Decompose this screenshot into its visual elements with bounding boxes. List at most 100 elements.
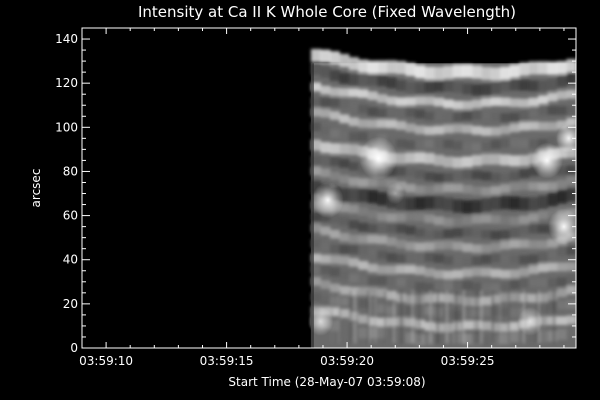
intensity-band <box>547 209 558 218</box>
intensity-band <box>471 84 482 96</box>
striation <box>508 290 510 344</box>
intensity-band <box>310 180 321 194</box>
intensity-band <box>557 147 568 159</box>
intensity-band <box>386 253 397 262</box>
intensity-band <box>509 79 520 91</box>
intensity-band <box>462 111 473 121</box>
intensity-band <box>566 72 576 84</box>
striation <box>354 290 356 344</box>
intensity-band <box>367 287 378 296</box>
bright-feature <box>385 182 405 205</box>
intensity-band <box>367 301 378 311</box>
intensity-band <box>557 247 568 257</box>
intensity-band <box>320 265 331 275</box>
intensity-band <box>481 111 492 121</box>
intensity-band <box>424 214 435 224</box>
intensity-band <box>547 78 558 90</box>
intensity-band <box>358 245 369 255</box>
intensity-band <box>471 186 482 196</box>
striation <box>480 290 483 344</box>
intensity-band <box>386 265 397 275</box>
intensity-band <box>443 240 454 250</box>
intensity-band <box>358 286 369 296</box>
intensity-band <box>538 210 549 220</box>
intensity-band <box>500 293 511 302</box>
intensity-band <box>405 183 416 193</box>
intensity-band <box>348 286 359 296</box>
intensity-band <box>377 304 388 314</box>
intensity-band <box>452 321 463 331</box>
intensity-band <box>500 66 511 80</box>
intensity-band <box>358 188 369 203</box>
intensity-band <box>320 49 331 63</box>
intensity-band <box>329 98 340 108</box>
intensity-band <box>367 132 378 142</box>
intensity-band <box>471 256 482 266</box>
intensity-band <box>405 152 416 164</box>
intensity-band <box>415 185 426 195</box>
intensity-band <box>519 110 530 120</box>
intensity-band <box>310 238 321 248</box>
intensity-band <box>377 288 388 298</box>
intensity-band <box>452 241 463 251</box>
intensity-band <box>500 80 511 92</box>
intensity-band <box>490 153 501 165</box>
intensity-band <box>348 57 359 71</box>
intensity-band <box>339 216 350 226</box>
intensity-band <box>310 253 321 263</box>
intensity-band <box>348 258 359 267</box>
intensity-band <box>519 267 530 277</box>
striation <box>474 290 476 344</box>
intensity-band <box>424 96 435 106</box>
intensity-band <box>452 64 463 78</box>
intensity-band <box>500 307 511 317</box>
intensity-band <box>509 138 520 148</box>
intensity-band <box>396 167 407 176</box>
intensity-band <box>452 269 463 279</box>
intensity-band <box>358 104 369 114</box>
intensity-band <box>348 245 359 254</box>
intensity-band <box>471 142 482 152</box>
intensity-band <box>471 199 482 214</box>
y-axis-label: arcsec <box>29 169 43 208</box>
intensity-band <box>348 273 359 283</box>
y-tick-label: 60 <box>63 209 78 223</box>
intensity-band <box>348 101 359 111</box>
intensity-band <box>547 136 558 146</box>
intensity-band <box>538 224 549 234</box>
intensity-band <box>424 66 435 80</box>
intensity-band <box>538 278 549 288</box>
intensity-band <box>415 82 426 94</box>
intensity-band <box>405 108 416 117</box>
intensity-band <box>367 276 378 286</box>
intensity-band <box>424 172 435 181</box>
intensity-band <box>528 108 539 118</box>
intensity-band <box>462 156 473 168</box>
striation <box>356 290 358 344</box>
intensity-band <box>329 51 340 65</box>
intensity-band <box>519 255 530 265</box>
intensity-band <box>490 283 501 293</box>
intensity-band <box>443 183 454 193</box>
intensity-band <box>320 125 331 135</box>
intensity-band <box>415 65 426 79</box>
intensity-band <box>538 95 549 105</box>
intensity-band <box>528 330 539 342</box>
intensity-band <box>415 169 426 179</box>
intensity-band <box>471 214 482 224</box>
intensity-band <box>386 276 397 286</box>
intensity-band <box>481 97 492 107</box>
intensity-band <box>509 331 520 343</box>
intensity-band <box>310 63 321 75</box>
intensity-band <box>396 61 407 75</box>
intensity-band <box>471 110 482 120</box>
intensity-band <box>481 171 492 181</box>
intensity-band <box>490 139 501 149</box>
intensity-band <box>443 156 454 168</box>
intensity-band <box>358 59 369 73</box>
intensity-band <box>481 84 492 96</box>
intensity-band <box>566 89 576 99</box>
intensity-band <box>377 212 388 222</box>
intensity-band <box>415 228 426 238</box>
intensity-band <box>471 267 482 277</box>
